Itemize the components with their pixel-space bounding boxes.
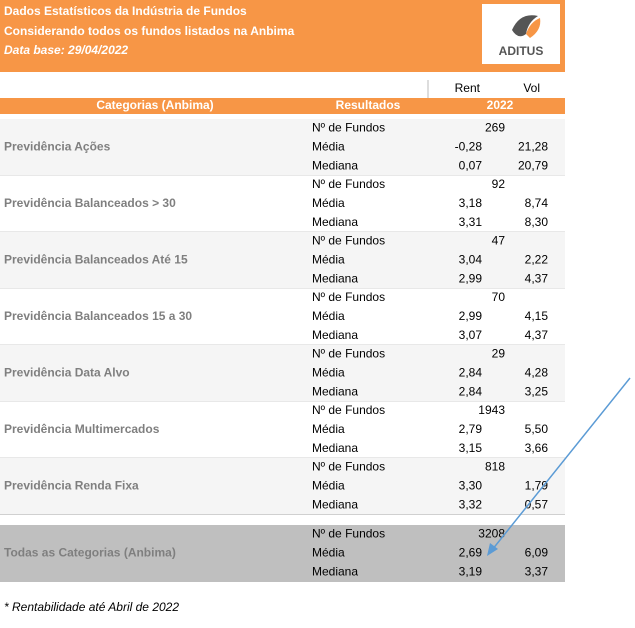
category-label: Previdência Balanceados Até 15 xyxy=(4,252,188,266)
vol-value: 4,37 xyxy=(525,328,549,342)
logo-text: ADITUS xyxy=(499,44,544,58)
header-line: Dados Estatísticos da Indústria de Fundo… xyxy=(4,4,247,18)
vol-value: 3,37 xyxy=(525,565,549,579)
vol-value: 5,50 xyxy=(525,422,549,436)
fund-count: 1943 xyxy=(478,403,505,417)
column-subheader: Vol xyxy=(523,81,540,95)
vol-value: 3,25 xyxy=(525,384,549,398)
table-body: Previdência Ações Nº de Fundos 269 Média -0,… xyxy=(0,119,565,582)
row-label: Nº de Fundos xyxy=(312,234,385,248)
row-label: Mediana xyxy=(312,215,358,229)
rent-value: 3,18 xyxy=(459,196,483,210)
rent-value: 3,30 xyxy=(459,478,483,492)
column-subheader: Rent xyxy=(455,81,481,95)
row-label: Nº de Fundos xyxy=(312,177,385,191)
group-band xyxy=(0,525,565,582)
rent-value: 3,07 xyxy=(459,328,483,342)
row-label: Média xyxy=(312,422,345,436)
vol-value: 6,09 xyxy=(525,546,549,560)
row-label: Média xyxy=(312,478,345,492)
group-band xyxy=(0,232,565,289)
rent-value: 3,19 xyxy=(459,565,483,579)
row-label: Mediana xyxy=(312,271,358,285)
table-header-band xyxy=(0,98,565,114)
vol-value: 20,79 xyxy=(518,158,548,172)
fund-count: 70 xyxy=(492,290,506,304)
fund-count: 47 xyxy=(492,234,506,248)
row-label: Nº de Fundos xyxy=(312,290,385,304)
footnote: * Rentabilidade até Abril de 2022 xyxy=(4,600,179,614)
row-label: Média xyxy=(312,252,345,266)
column-header: 2022 xyxy=(487,98,514,112)
logo-mark xyxy=(512,15,538,37)
rent-value: -0,28 xyxy=(455,139,483,153)
vol-value: 8,30 xyxy=(525,215,549,229)
category-label: Previdência Balanceados > 30 xyxy=(4,196,176,210)
category-label: Previdência Renda Fixa xyxy=(4,478,139,492)
row-label: Nº de Fundos xyxy=(312,347,385,361)
rent-value: 3,04 xyxy=(459,252,483,266)
vol-value: 4,15 xyxy=(525,309,549,323)
rent-value: 3,32 xyxy=(459,497,483,511)
vol-value: 4,37 xyxy=(525,271,549,285)
group-band xyxy=(0,119,565,176)
row-label: Média xyxy=(312,309,345,323)
group-band xyxy=(0,175,565,232)
category-label: Previdência Balanceados 15 a 30 xyxy=(4,309,192,323)
row-label: Nº de Fundos xyxy=(312,460,385,474)
header-band xyxy=(0,0,565,72)
rent-value: 2,84 xyxy=(459,365,483,379)
fund-count: 818 xyxy=(485,460,505,474)
vol-value: 21,28 xyxy=(518,139,548,153)
row-label: Média xyxy=(312,546,345,560)
vol-value: 1,79 xyxy=(525,478,549,492)
rent-value: 3,15 xyxy=(459,441,483,455)
fund-count: 29 xyxy=(492,347,506,361)
vol-value: 8,74 xyxy=(525,196,549,210)
header-line: Data base: 29/04/2022 xyxy=(4,43,128,57)
rent-value: 2,99 xyxy=(459,271,483,285)
row-label: Mediana xyxy=(312,441,358,455)
column-header: Categorias (Anbima) xyxy=(96,98,213,112)
rent-value: 2,99 xyxy=(459,309,483,323)
group-band xyxy=(0,458,565,515)
rent-value: 2,79 xyxy=(459,422,483,436)
row-label: Média xyxy=(312,139,345,153)
vol-value: 3,66 xyxy=(525,441,549,455)
group-band xyxy=(0,345,565,402)
row-label: Mediana xyxy=(312,384,358,398)
arrow-head xyxy=(487,543,498,556)
header-line: Considerando todos os fundos listados na… xyxy=(4,24,295,38)
row-label: Média xyxy=(312,196,345,210)
group-band xyxy=(0,401,565,458)
group-band xyxy=(0,288,565,345)
rent-value: 3,31 xyxy=(459,215,483,229)
category-label: Previdência Ações xyxy=(4,139,111,153)
rent-value: 2,84 xyxy=(459,384,483,398)
annotation-arrow xyxy=(491,377,631,551)
vol-value: 2,22 xyxy=(525,252,549,266)
fund-count: 269 xyxy=(485,121,505,135)
row-label: Mediana xyxy=(312,158,358,172)
row-label: Mediana xyxy=(312,497,358,511)
rent-value: 2,69 xyxy=(459,546,483,560)
column-header: Resultados xyxy=(336,98,401,112)
row-label: Nº de Fundos xyxy=(312,121,385,135)
row-label: Nº de Fundos xyxy=(312,403,385,417)
category-label: Todas as Categorias (Anbima) xyxy=(4,546,176,560)
row-label: Média xyxy=(312,365,345,379)
row-label: Nº de Fundos xyxy=(312,527,385,541)
row-label: Mediana xyxy=(312,565,358,579)
vol-value: 4,28 xyxy=(525,365,549,379)
rent-value: 0,07 xyxy=(459,158,483,172)
category-label: Previdência Data Alvo xyxy=(4,365,130,379)
logo-mark xyxy=(526,18,541,38)
fund-count: 3208 xyxy=(478,527,505,541)
row-label: Mediana xyxy=(312,328,358,342)
fund-count: 92 xyxy=(492,177,506,191)
category-label: Previdência Multimercados xyxy=(4,422,160,436)
